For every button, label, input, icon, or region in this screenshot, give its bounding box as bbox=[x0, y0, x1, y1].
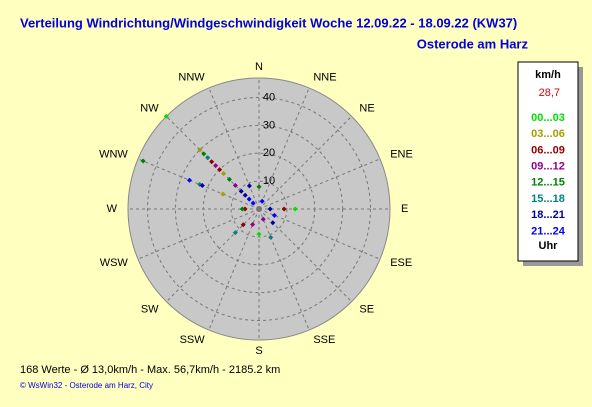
legend-entry: 12...15 bbox=[531, 177, 565, 189]
grid-ring bbox=[230, 180, 288, 238]
direction-label: SSW bbox=[180, 334, 206, 346]
wind-point bbox=[221, 171, 227, 177]
wind-point bbox=[259, 198, 265, 204]
wind-point bbox=[246, 196, 252, 202]
radial-line bbox=[208, 87, 260, 210]
direction-label: SE bbox=[359, 303, 374, 315]
direction-label: SW bbox=[141, 303, 159, 315]
wind-point bbox=[256, 231, 262, 237]
wind-point bbox=[270, 220, 276, 226]
grid-ring bbox=[147, 97, 371, 321]
wind-point bbox=[242, 192, 248, 198]
wind-point bbox=[232, 230, 238, 236]
radial-line bbox=[166, 208, 260, 302]
wind-point bbox=[267, 206, 273, 212]
wind-point bbox=[201, 151, 207, 157]
wind-point bbox=[268, 234, 274, 240]
grid-ring bbox=[174, 124, 344, 294]
chart-subtitle: Osterode am Harz bbox=[417, 36, 529, 51]
radial-line bbox=[258, 158, 381, 210]
wind-point bbox=[220, 191, 226, 197]
legend-entry: 03...06 bbox=[531, 128, 565, 140]
direction-label: WNW bbox=[99, 149, 128, 161]
direction-label: NNW bbox=[178, 72, 205, 84]
wind-point bbox=[256, 184, 262, 190]
direction-label: ENE bbox=[390, 149, 413, 161]
legend-entry: 21...24 bbox=[531, 225, 566, 237]
direction-label: E bbox=[401, 203, 408, 215]
legend-entry: 00...03 bbox=[531, 112, 565, 124]
radial-line bbox=[166, 116, 260, 210]
legend-value: 28,7 bbox=[539, 87, 560, 99]
direction-label: ESE bbox=[390, 257, 412, 269]
direction-label: W bbox=[107, 203, 118, 215]
direction-label: N bbox=[255, 61, 263, 73]
wind-point bbox=[217, 167, 223, 173]
radial-line bbox=[208, 208, 260, 331]
wind-point bbox=[226, 176, 232, 182]
wind-point bbox=[239, 206, 245, 212]
chart-title: Verteilung Windrichtung/Windgeschwindigk… bbox=[20, 15, 517, 30]
wind-point bbox=[271, 212, 277, 218]
direction-label: S bbox=[255, 345, 262, 357]
wind-point bbox=[242, 206, 248, 212]
legend-entry: 06...09 bbox=[531, 144, 565, 156]
direction-label: WSW bbox=[100, 257, 129, 269]
radial-line bbox=[258, 87, 310, 210]
wind-point bbox=[281, 206, 287, 212]
radial-line bbox=[258, 116, 352, 210]
radial-line bbox=[258, 208, 381, 260]
wind-point bbox=[246, 183, 252, 189]
wind-point bbox=[163, 113, 169, 119]
r-tick-label: 30 bbox=[263, 119, 275, 131]
radial-line bbox=[258, 208, 352, 302]
wind-point bbox=[199, 183, 205, 189]
wind-point bbox=[186, 177, 192, 183]
wind-point bbox=[232, 182, 238, 188]
wind-point bbox=[209, 159, 215, 165]
wind-point bbox=[260, 216, 266, 222]
wind-point bbox=[292, 206, 298, 212]
wind-point bbox=[205, 155, 211, 161]
direction-label: NNE bbox=[313, 72, 336, 84]
r-tick-label: 20 bbox=[263, 147, 275, 159]
legend-title: km/h bbox=[535, 69, 561, 81]
credit: © WsWin32 - Osterode am Harz, City bbox=[20, 381, 153, 390]
direction-label: SSE bbox=[313, 334, 335, 346]
radial-line bbox=[258, 208, 310, 331]
legend-entry: 15...18 bbox=[531, 193, 565, 205]
wind-point bbox=[250, 221, 256, 227]
legend-box bbox=[517, 61, 579, 262]
wind-point bbox=[213, 163, 219, 169]
r-tick-label: 10 bbox=[263, 175, 275, 187]
legend-entry: 09...12 bbox=[531, 161, 565, 173]
wind-point bbox=[240, 222, 246, 228]
radial-line bbox=[137, 158, 260, 210]
wind-point bbox=[250, 200, 256, 206]
direction-label: NE bbox=[359, 102, 374, 114]
direction-label: NW bbox=[140, 102, 159, 114]
wind-point bbox=[140, 158, 146, 164]
r-tick-label: 40 bbox=[263, 91, 275, 103]
legend-footer: Uhr bbox=[539, 240, 559, 252]
wind-point bbox=[197, 147, 203, 153]
legend-entry: 18...21 bbox=[531, 209, 565, 221]
stats: 168 Werte - Ø 13,0km/h - Max. 56,7km/h -… bbox=[20, 364, 280, 376]
wind-point bbox=[238, 188, 244, 194]
radial-line bbox=[137, 208, 260, 260]
